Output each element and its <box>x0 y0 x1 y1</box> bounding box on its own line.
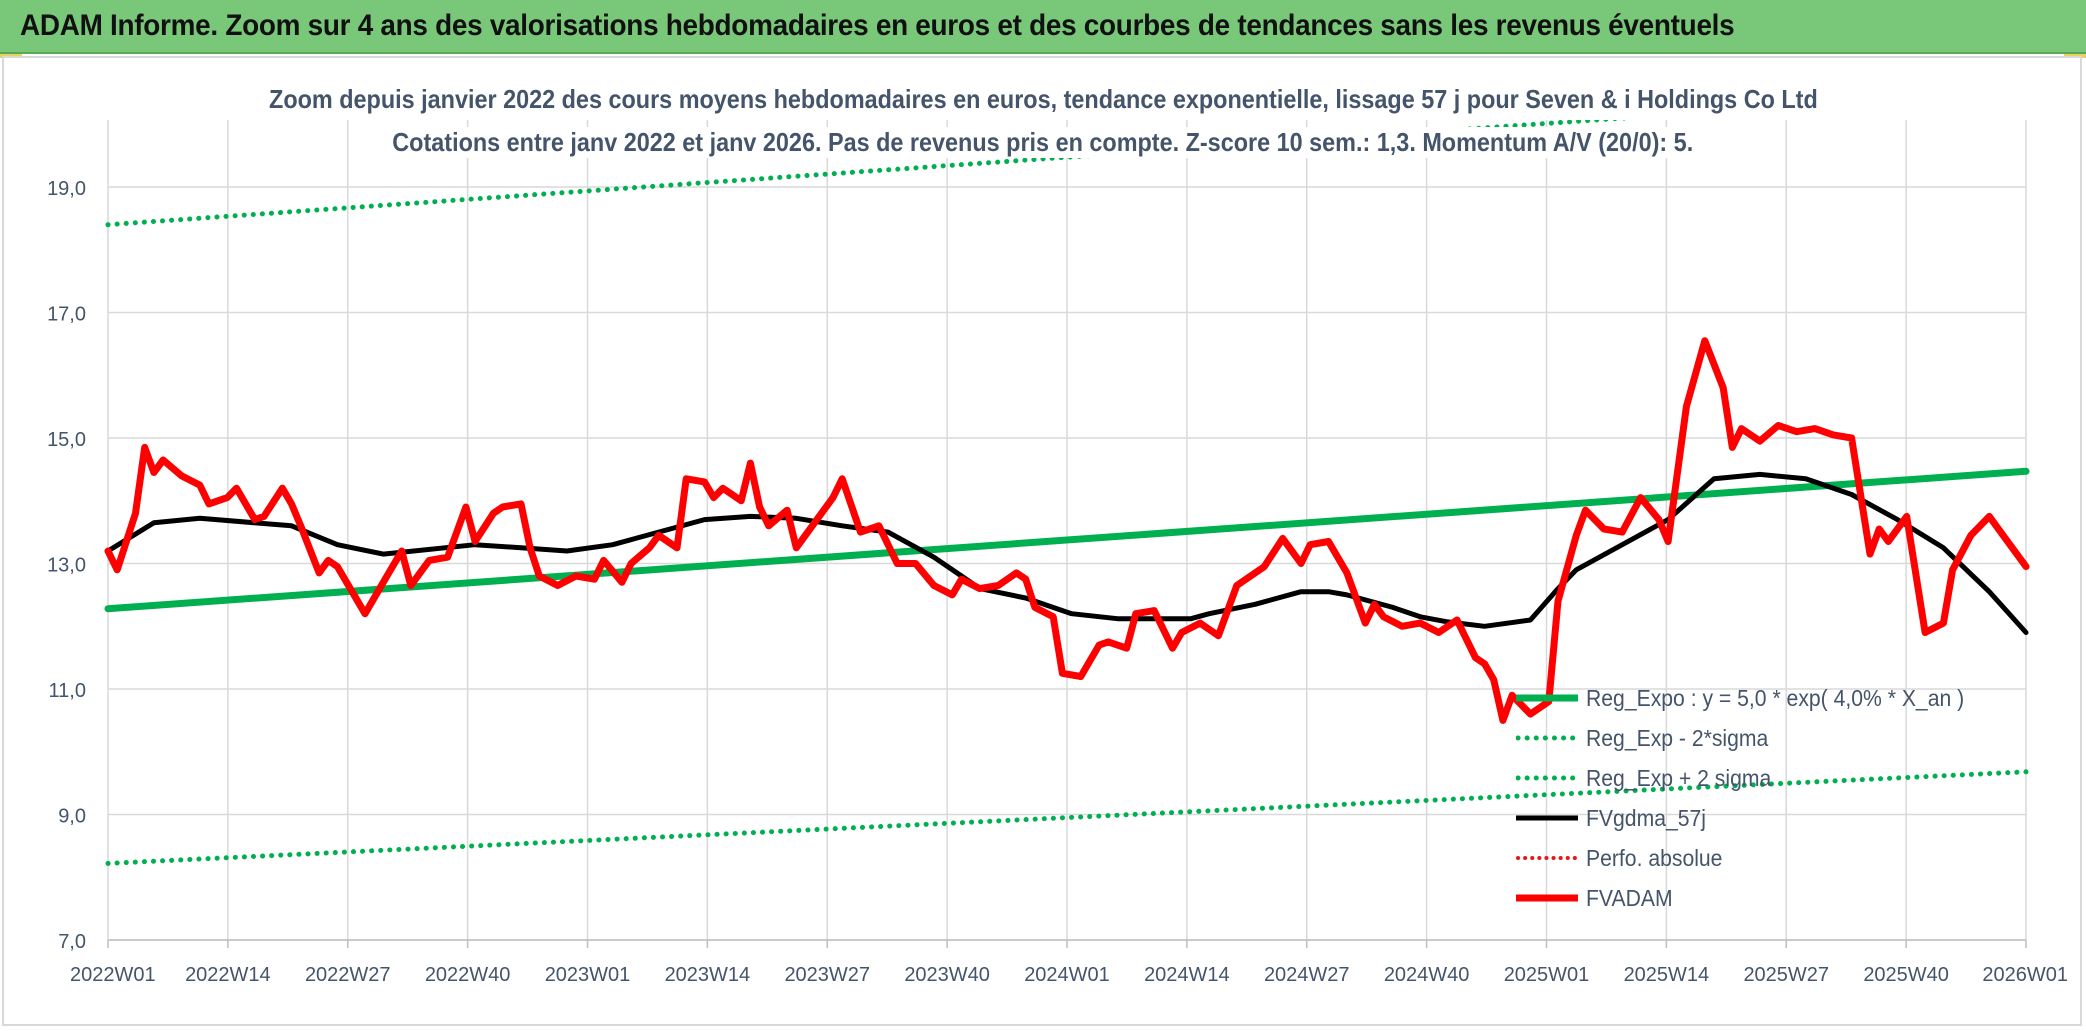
legend-swatch-reg-plus <box>1516 775 1578 781</box>
legend-item-fvgdma: FVgdma_57j <box>1516 798 1997 838</box>
x-axis: 2022W01 2022W14 2022W27 2022W40 2023W01 2023W… <box>70 964 2068 986</box>
legend-swatch-reg-expo <box>1516 694 1578 702</box>
chart-frame <box>2 56 2082 1026</box>
series-line-fvgdma-57j <box>105 471 2029 635</box>
legend-item-reg-plus: Reg_Exp + 2 sigma <box>1516 758 1997 798</box>
y-tick-label: 17,0 <box>47 304 86 326</box>
legend-label-reg-plus: Reg_Exp + 2 sigma <box>1586 764 1772 791</box>
chart-title-text: Zoom depuis janvier 2022 des cours moyen… <box>263 84 1823 115</box>
y-tick-label: 13,0 <box>47 555 86 577</box>
x-tick-label: 2022W14 <box>185 964 271 986</box>
chart-legend: Reg_Expo : y = 5,0 * exp( 4,0% * X_an ) … <box>1516 678 1997 918</box>
legend-label-fvadam: FVADAM <box>1586 884 1673 911</box>
y-tick-label: 7,0 <box>58 931 86 953</box>
x-tick-label: 2025W40 <box>1863 964 1949 986</box>
y-tick-label: 9,0 <box>58 806 86 828</box>
report-title: ADAM Informe. Zoom sur 4 ans des valoris… <box>20 9 1735 42</box>
x-tick-label: 2022W27 <box>305 964 391 986</box>
report-banner: ADAM Informe. Zoom sur 4 ans des valoris… <box>0 0 2086 54</box>
legend-item-perfo: Perfo. absolue <box>1516 838 1997 878</box>
x-tick-label: 2025W27 <box>1743 964 1829 986</box>
y-tick-label: 11,0 <box>49 680 86 702</box>
x-tick-label: 2024W40 <box>1384 964 1470 986</box>
x-tick-label: 2023W40 <box>904 964 990 986</box>
chart-title: Zoom depuis janvier 2022 des cours moyen… <box>0 84 2086 115</box>
x-tick-label: 2023W27 <box>784 964 870 986</box>
legend-swatch-reg-minus <box>1516 735 1578 741</box>
legend-swatch-fvadam <box>1516 894 1578 902</box>
legend-label-reg-expo: Reg_Expo : y = 5,0 * exp( 4,0% * X_an ) <box>1586 684 1965 711</box>
legend-swatch-perfo <box>1516 856 1578 860</box>
series-layer <box>104 120 2030 866</box>
series-line-reg-expo-y-5-0-exp-4-0-x <box>104 467 2030 613</box>
grid-layer <box>107 120 2027 948</box>
x-tick-label: 2023W01 <box>545 964 631 986</box>
series-line-reg-exp-2-sigma <box>105 769 2029 866</box>
y-tick-label: 19,0 <box>47 178 86 200</box>
legend-item-reg-minus: Reg_Exp - 2*sigma <box>1516 718 1997 758</box>
x-tick-label: 2025W01 <box>1504 964 1590 986</box>
x-tick-label: 2024W27 <box>1264 964 1350 986</box>
x-tick-label: 2024W01 <box>1024 964 1110 986</box>
legend-label-reg-minus: Reg_Exp - 2*sigma <box>1586 724 1769 751</box>
y-axis: 19,0 17,0 15,0 13,0 11,0 9,0 7,0 <box>47 178 86 953</box>
series-line-reg-exp-2-sigma <box>105 120 1632 228</box>
legend-swatch-fvgdma <box>1516 815 1578 821</box>
x-tick-label: 2023W14 <box>665 964 751 986</box>
legend-item-fvadam: FVADAM <box>1516 878 1997 918</box>
legend-label-fvgdma: FVgdma_57j <box>1586 804 1706 831</box>
x-tick-label: 2022W40 <box>425 964 511 986</box>
legend-item-reg-expo: Reg_Expo : y = 5,0 * exp( 4,0% * X_an ) <box>1516 678 1997 718</box>
chart-subtitle: Cotations entre janv 2022 et janv 2026. … <box>0 127 2086 158</box>
series-line-fvadam <box>104 337 2030 724</box>
x-tick-label: 2025W14 <box>1624 964 1710 986</box>
y-tick-label: 15,0 <box>47 429 86 451</box>
chart-subtitle-text: Cotations entre janv 2022 et janv 2026. … <box>387 127 1699 158</box>
x-tick-label: 2022W01 <box>70 964 156 986</box>
x-tick-label: 2024W14 <box>1144 964 1230 986</box>
legend-label-perfo: Perfo. absolue <box>1586 844 1723 871</box>
x-tick-label: 2026W01 <box>1982 964 2068 986</box>
